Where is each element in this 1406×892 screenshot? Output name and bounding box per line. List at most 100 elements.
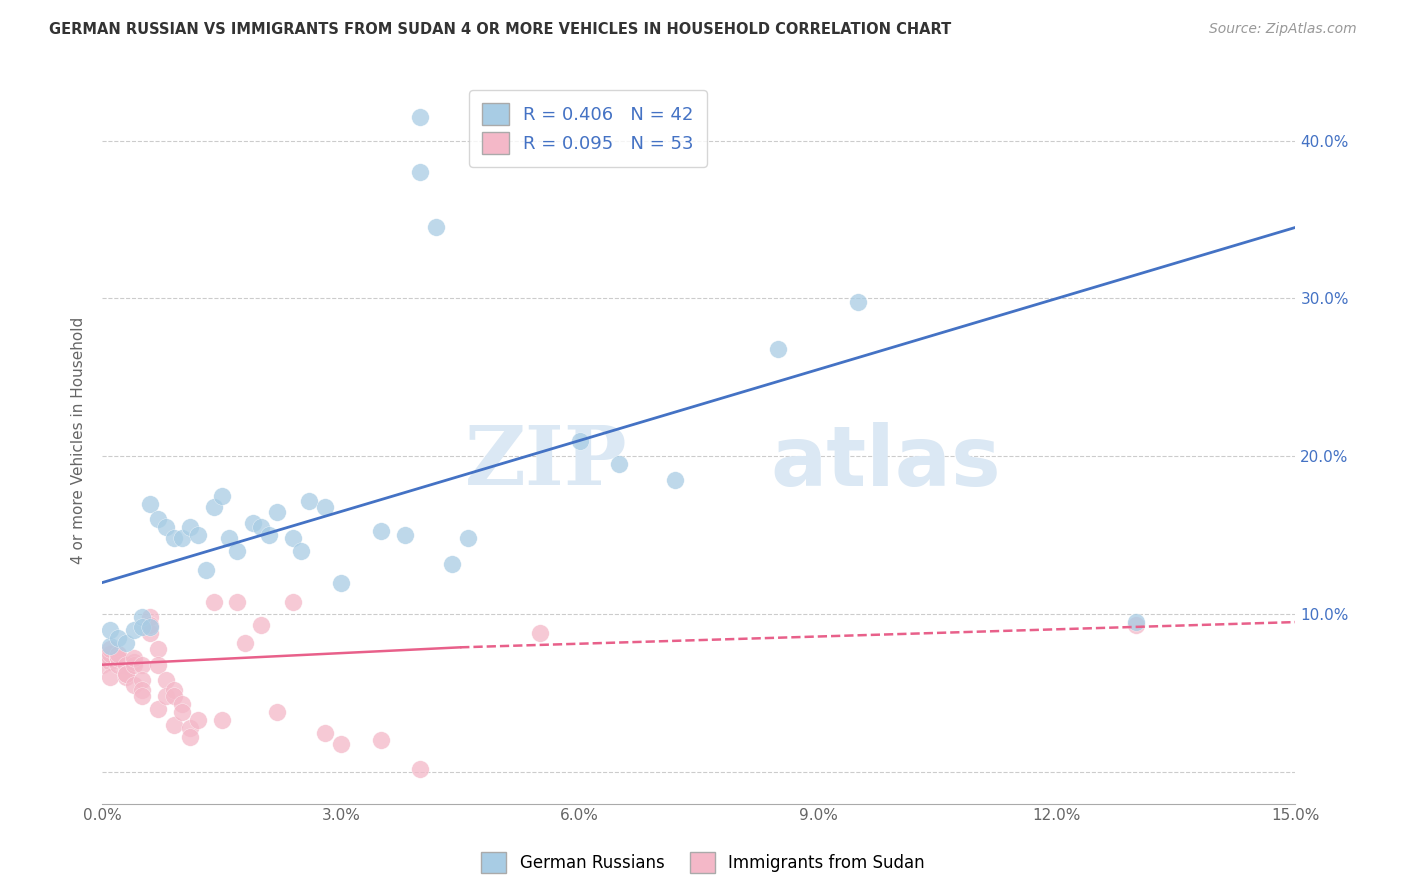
- Point: [441, 557, 464, 571]
- Point: [98, 641, 121, 656]
- Point: [664, 473, 686, 487]
- Point: [139, 610, 162, 624]
- Point: [409, 762, 432, 776]
- Point: [115, 670, 138, 684]
- Point: [281, 594, 304, 608]
- Point: [122, 651, 145, 665]
- Point: [179, 721, 201, 735]
- Point: [155, 520, 177, 534]
- Point: [370, 524, 392, 538]
- Point: [425, 220, 447, 235]
- Point: [107, 647, 129, 661]
- Point: [107, 631, 129, 645]
- Point: [1125, 615, 1147, 629]
- Point: [329, 575, 352, 590]
- Point: [163, 690, 186, 704]
- Point: [202, 500, 225, 514]
- Point: [139, 618, 162, 632]
- Point: [131, 620, 153, 634]
- Point: [155, 673, 177, 688]
- Point: [314, 500, 336, 514]
- Point: [409, 165, 432, 179]
- Point: [107, 651, 129, 665]
- Point: [568, 434, 591, 448]
- Y-axis label: 4 or more Vehicles in Household: 4 or more Vehicles in Household: [72, 317, 86, 564]
- Point: [146, 657, 169, 672]
- Point: [122, 655, 145, 669]
- Point: [115, 667, 138, 681]
- Point: [155, 690, 177, 704]
- Point: [107, 657, 129, 672]
- Point: [266, 505, 288, 519]
- Point: [250, 520, 273, 534]
- Point: [122, 623, 145, 637]
- Point: [226, 544, 249, 558]
- Point: [98, 639, 121, 653]
- Point: [768, 342, 790, 356]
- Point: [122, 678, 145, 692]
- Point: [211, 713, 233, 727]
- Point: [607, 457, 630, 471]
- Point: [163, 682, 186, 697]
- Point: [91, 651, 114, 665]
- Point: [146, 702, 169, 716]
- Point: [314, 725, 336, 739]
- Point: [846, 294, 869, 309]
- Point: [187, 528, 209, 542]
- Point: [139, 626, 162, 640]
- Point: [146, 512, 169, 526]
- Point: [131, 682, 153, 697]
- Point: [211, 489, 233, 503]
- Point: [370, 733, 392, 747]
- Text: Source: ZipAtlas.com: Source: ZipAtlas.com: [1209, 22, 1357, 37]
- Point: [98, 623, 121, 637]
- Point: [122, 657, 145, 672]
- Point: [235, 635, 257, 649]
- Point: [259, 528, 281, 542]
- Point: [107, 651, 129, 665]
- Text: atlas: atlas: [770, 422, 1001, 503]
- Point: [163, 717, 186, 731]
- Point: [131, 673, 153, 688]
- Point: [394, 528, 416, 542]
- Point: [131, 690, 153, 704]
- Point: [179, 520, 201, 534]
- Point: [139, 620, 162, 634]
- Text: GERMAN RUSSIAN VS IMMIGRANTS FROM SUDAN 4 OR MORE VEHICLES IN HOUSEHOLD CORRELAT: GERMAN RUSSIAN VS IMMIGRANTS FROM SUDAN …: [49, 22, 952, 37]
- Point: [457, 532, 479, 546]
- Point: [218, 532, 240, 546]
- Point: [202, 594, 225, 608]
- Point: [98, 670, 121, 684]
- Point: [187, 713, 209, 727]
- Point: [281, 532, 304, 546]
- Point: [529, 626, 551, 640]
- Point: [115, 635, 138, 649]
- Point: [98, 647, 121, 661]
- Point: [91, 657, 114, 672]
- Point: [179, 731, 201, 745]
- Point: [226, 594, 249, 608]
- Point: [115, 667, 138, 681]
- Point: [146, 641, 169, 656]
- Point: [329, 737, 352, 751]
- Point: [1125, 618, 1147, 632]
- Point: [290, 544, 312, 558]
- Point: [170, 705, 193, 719]
- Text: ZIP: ZIP: [464, 422, 627, 502]
- Point: [170, 532, 193, 546]
- Point: [409, 110, 432, 124]
- Point: [194, 563, 217, 577]
- Point: [170, 697, 193, 711]
- Legend: German Russians, Immigrants from Sudan: German Russians, Immigrants from Sudan: [475, 846, 931, 880]
- Point: [250, 618, 273, 632]
- Point: [242, 516, 264, 530]
- Point: [115, 657, 138, 672]
- Legend: R = 0.406   N = 42, R = 0.095   N = 53: R = 0.406 N = 42, R = 0.095 N = 53: [470, 90, 707, 167]
- Point: [131, 610, 153, 624]
- Point: [298, 493, 321, 508]
- Point: [266, 705, 288, 719]
- Point: [107, 651, 129, 665]
- Point: [98, 651, 121, 665]
- Point: [139, 497, 162, 511]
- Point: [131, 657, 153, 672]
